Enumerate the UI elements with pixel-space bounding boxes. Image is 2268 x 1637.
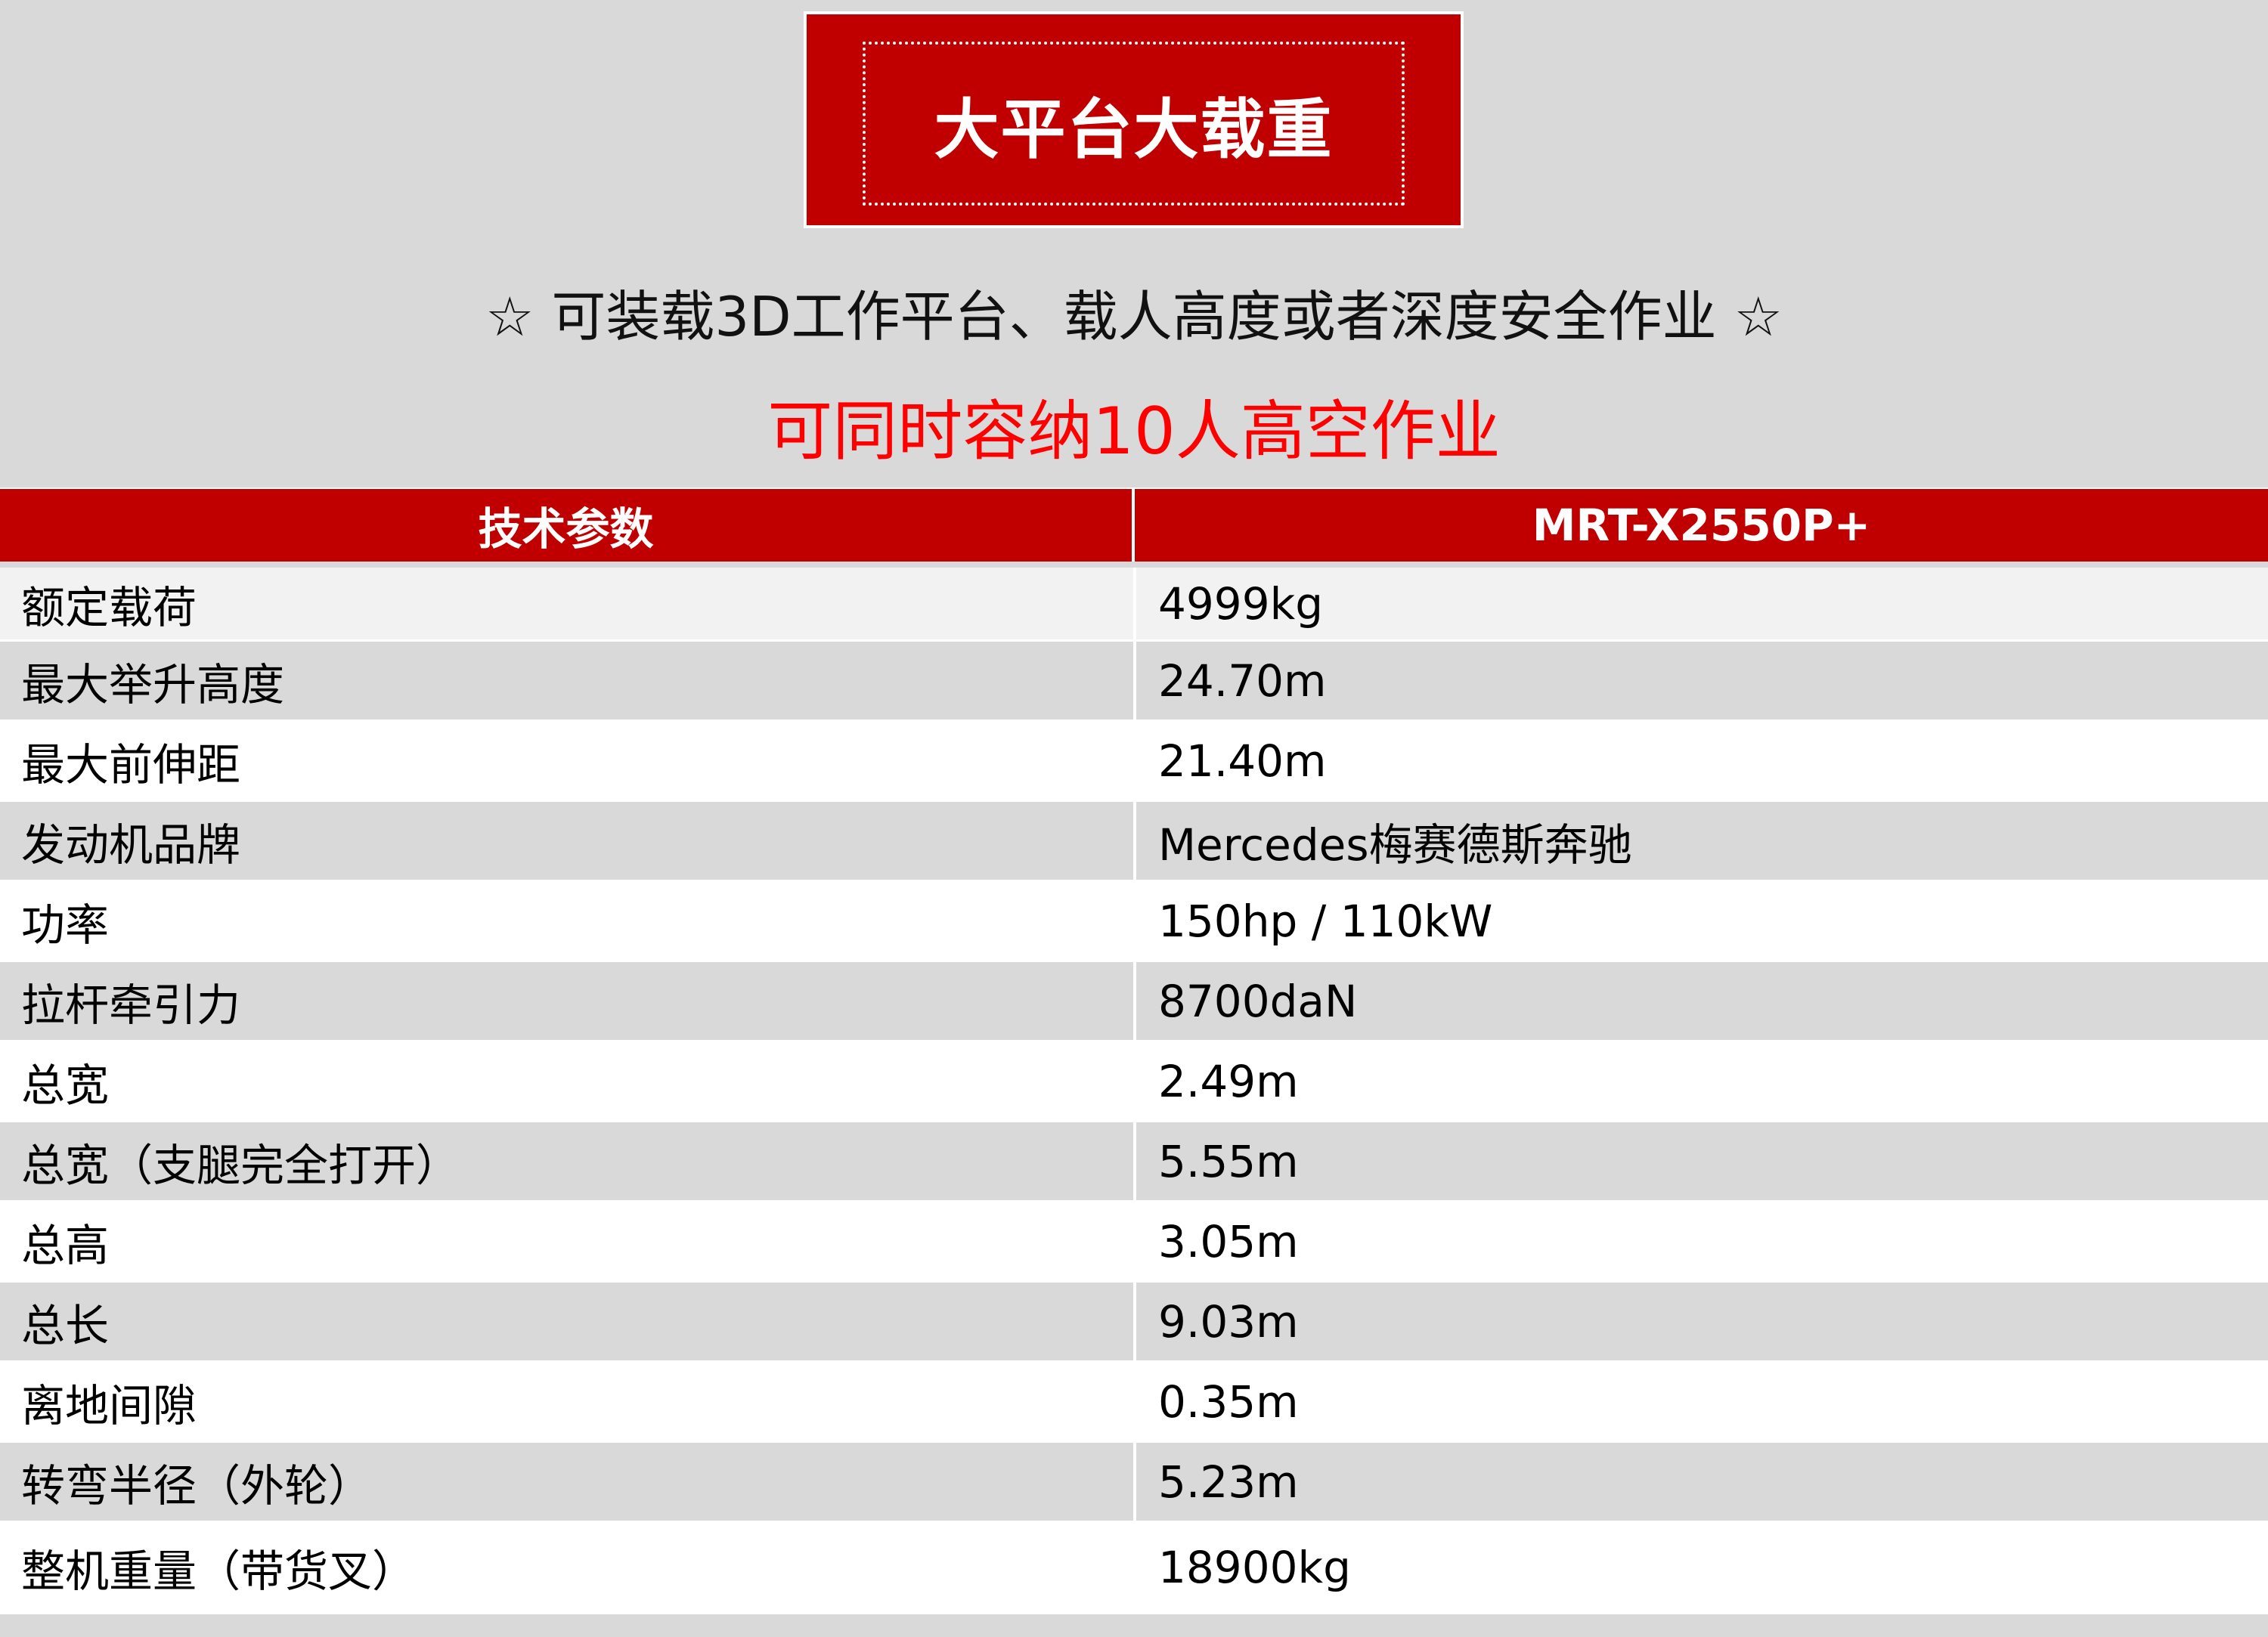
table-header: 技术参数 MRT-X2550P+ <box>0 487 2268 562</box>
param-cell: 转弯半径（外轮） <box>0 1443 1136 1521</box>
title-banner: 大平台大载重 <box>804 11 1464 228</box>
header-model: MRT-X2550P+ <box>1135 489 2268 562</box>
param-cell: 总长 <box>0 1283 1136 1360</box>
table-row: 离地间隙 0.35m <box>0 1360 2268 1440</box>
table-row: 总宽（支腿完全打开） 5.55m <box>0 1120 2268 1200</box>
value-cell: 21.40m <box>1158 735 1327 787</box>
value-cell: 18900kg <box>1158 1542 1351 1593</box>
header-param: 技术参数 <box>0 489 1132 562</box>
value-cell: 2.49m <box>1158 1055 1299 1107</box>
param-cell: 功率 <box>0 882 1136 960</box>
param-cell: 发动机品牌 <box>0 802 1136 880</box>
table-row: 整机重量（带货叉） 18900kg <box>0 1521 2268 1612</box>
table-row: 总高 3.05m <box>0 1200 2268 1280</box>
table-row: 发动机品牌 Mercedes梅赛德斯奔驰 <box>0 800 2268 880</box>
param-cell: 最大前伸距 <box>0 722 1136 800</box>
param-cell: 离地间隙 <box>0 1363 1136 1440</box>
table-row: 总长 9.03m <box>0 1280 2268 1360</box>
value-cell: 5.55m <box>1158 1135 1299 1187</box>
value-cell: 5.23m <box>1158 1456 1299 1508</box>
highlight-text: 可同时容纳10人高空作业 <box>767 394 1501 469</box>
param-cell: 拉杆牵引力 <box>0 962 1136 1040</box>
value-cell: 4999kg <box>1158 577 1324 630</box>
value-cell: 0.35m <box>1158 1376 1299 1428</box>
param-cell: 额定载荷 <box>0 568 1136 639</box>
table-row: 额定载荷 4999kg <box>0 568 2268 639</box>
value-cell: 8700daN <box>1158 975 1358 1027</box>
footer-band <box>0 1612 2268 1637</box>
value-cell: 9.03m <box>1158 1295 1299 1348</box>
table-row: 功率 150hp / 110kW <box>0 880 2268 960</box>
param-cell: 总宽 <box>0 1042 1136 1120</box>
param-cell: 整机重量（带货叉） <box>0 1523 1136 1612</box>
spec-table: 技术参数 MRT-X2550P+ 额定载荷 4999kg 最大举升高度 24.70m 最… <box>0 487 2268 1637</box>
param-cell: 最大举升高度 <box>0 642 1136 719</box>
value-cell: Mercedes梅赛德斯奔驰 <box>1158 818 1632 871</box>
table-row: 转弯半径（外轮） 5.23m <box>0 1440 2268 1521</box>
table-row: 最大举升高度 24.70m <box>0 639 2268 719</box>
subtitle: ☆ 可装载3D工作平台、载人高度或者深度安全作业 ☆ <box>485 285 1783 348</box>
table-row: 拉杆牵引力 8700daN <box>0 960 2268 1040</box>
title-dotted-frame: 大平台大载重 <box>863 42 1405 206</box>
value-cell: 24.70m <box>1158 654 1327 707</box>
table-row: 最大前伸距 21.40m <box>0 719 2268 800</box>
page-title: 大平台大载重 <box>934 92 1334 168</box>
value-cell: 150hp / 110kW <box>1158 895 1493 947</box>
value-cell: 3.05m <box>1158 1215 1299 1267</box>
param-cell: 总宽（支腿完全打开） <box>0 1122 1136 1200</box>
table-row: 总宽 2.49m <box>0 1040 2268 1120</box>
param-cell: 总高 <box>0 1202 1136 1280</box>
